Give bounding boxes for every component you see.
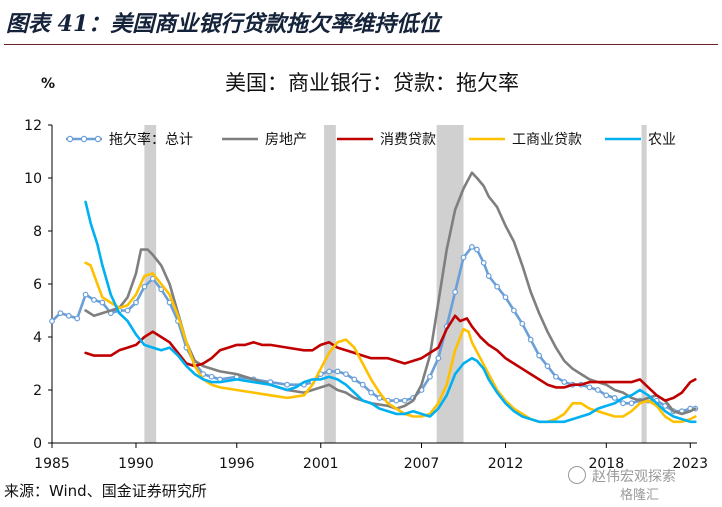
series-point	[158, 286, 165, 293]
series-point	[124, 307, 131, 314]
series-point	[57, 310, 64, 317]
y-tick-label: 12	[24, 118, 42, 134]
x-tick-label: 2012	[488, 456, 524, 472]
series-point	[536, 352, 543, 359]
series-point	[480, 259, 487, 266]
source-note: 来源：Wind、国金证券研究所	[4, 482, 207, 500]
series-lines	[49, 171, 699, 424]
legend-marker	[80, 135, 88, 143]
recession-band	[641, 125, 647, 443]
legend-marker	[66, 135, 74, 143]
series-point	[460, 254, 467, 261]
figure-title: 图表 41：美国商业银行贷款拖欠率维持低位	[6, 11, 441, 37]
series-point	[586, 384, 593, 391]
series-point	[427, 373, 433, 380]
series-point	[485, 273, 492, 279]
x-tick-label: 1985	[34, 456, 70, 472]
legend-label: 房地产	[265, 132, 307, 148]
series-point	[561, 379, 568, 385]
recession-band	[144, 125, 157, 443]
y-tick-label: 6	[33, 277, 42, 293]
series-point	[435, 355, 442, 362]
legend-label: 农业	[648, 132, 676, 148]
y-axis-unit: %	[41, 76, 55, 92]
y-tick-label: 2	[33, 383, 42, 399]
recession-bands	[144, 125, 647, 443]
recession-band	[324, 125, 336, 443]
x-tick-label: 2018	[588, 456, 624, 472]
series-point	[474, 246, 480, 253]
series-point	[401, 397, 408, 404]
series-point	[149, 275, 156, 282]
series-point	[594, 387, 601, 393]
wechat-icon	[568, 466, 586, 484]
series-point	[553, 373, 559, 380]
legend-label: 拖欠率：总计	[109, 131, 193, 148]
series-point	[494, 283, 501, 290]
series-line-2	[84, 171, 697, 416]
y-tick-label: 8	[33, 224, 42, 240]
series-point	[519, 320, 526, 327]
series-point	[91, 297, 97, 303]
series-point	[502, 294, 509, 301]
legend-marker	[94, 135, 102, 143]
watermark-brand: 格隆汇	[620, 488, 660, 503]
series-point	[208, 373, 215, 380]
series-point	[628, 400, 635, 407]
y-tick-label: 4	[33, 330, 42, 346]
watermark-account: 赵伟宏观探索	[592, 469, 676, 485]
series-line-5	[84, 200, 697, 424]
series-point	[368, 389, 375, 396]
series-point	[133, 299, 139, 306]
series-point	[376, 395, 383, 401]
series-point	[74, 315, 81, 322]
series-point	[343, 371, 349, 378]
series-point	[82, 291, 89, 298]
series-point	[611, 395, 618, 401]
legend-label: 工商业贷款	[512, 132, 582, 148]
x-tick-label: 1990	[118, 456, 154, 472]
series-point	[99, 299, 106, 306]
y-tick-label: 10	[24, 171, 42, 187]
watermark: 赵伟宏观探索	[568, 466, 676, 486]
series-line-3	[84, 314, 697, 402]
y-tick-label: 0	[33, 436, 42, 452]
series-point	[603, 392, 610, 399]
series-point	[351, 376, 358, 383]
series-point	[620, 400, 626, 407]
series-point	[452, 289, 459, 295]
title-underline	[4, 44, 718, 45]
series-point	[326, 368, 333, 375]
series-point	[527, 336, 534, 343]
x-tick-label: 1996	[219, 456, 255, 472]
series-point	[662, 403, 668, 409]
series-point	[334, 368, 341, 375]
axes: 0 2 4 6 8 10 12 1985 1990 1996 2001 2007 2012 2018 202…	[24, 118, 708, 472]
series-point	[65, 312, 72, 319]
series-line-4	[84, 261, 697, 424]
legend-label: 消费贷款	[380, 132, 436, 148]
x-tick-label: 2001	[303, 456, 339, 472]
series-point	[359, 381, 366, 388]
series-point	[544, 363, 551, 370]
series-point	[511, 307, 517, 314]
x-tick-label: 2023	[672, 456, 708, 472]
chart-title: 美国：商业银行：贷款：拖欠率	[225, 71, 519, 95]
series-point	[469, 243, 475, 250]
x-tick-label: 2007	[404, 456, 440, 472]
series-point	[141, 283, 148, 290]
series-point	[393, 397, 400, 404]
legend: 拖欠率：总计 房地产 消费贷款 工商业贷款 农业	[66, 131, 676, 148]
series-point	[284, 381, 291, 388]
series-point	[49, 318, 55, 325]
